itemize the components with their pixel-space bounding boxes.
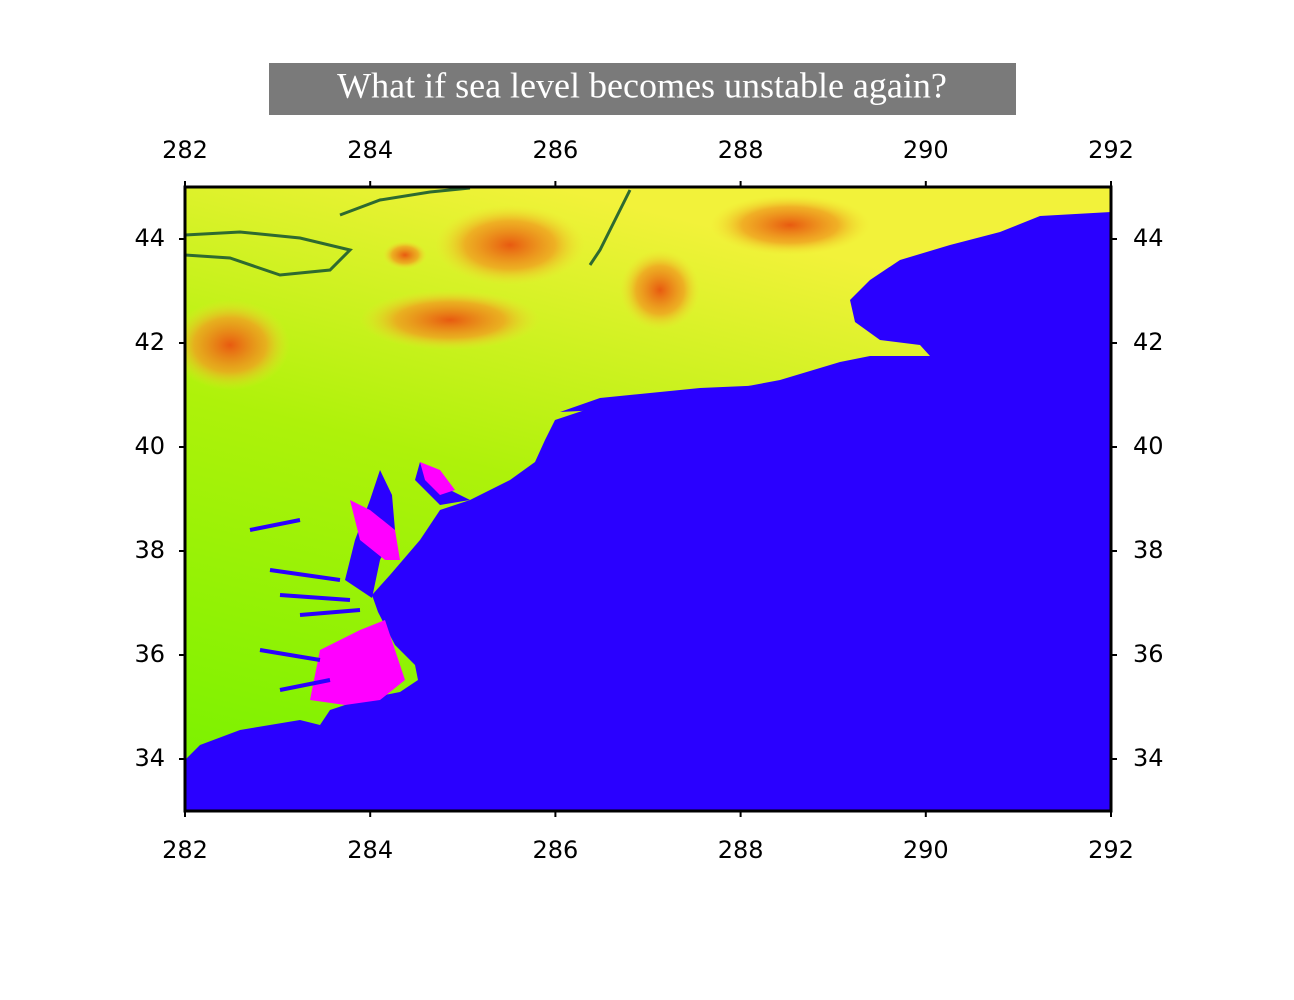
- y-tick-label: 38: [134, 536, 165, 564]
- x-tick-label: 290: [903, 136, 949, 164]
- title-box: [269, 63, 1016, 115]
- x-tick-label: 284: [347, 836, 393, 864]
- highland: [620, 250, 700, 330]
- x-tick-label: 286: [532, 836, 578, 864]
- x-tick-label: 282: [162, 136, 208, 164]
- estuaries: [249, 518, 361, 692]
- highland: [185, 300, 290, 390]
- lake: [339, 187, 471, 217]
- flooded-area: [420, 462, 455, 495]
- y-tick-label: 42: [134, 328, 165, 356]
- bay: [415, 462, 470, 505]
- x-tick-label: 282: [162, 836, 208, 864]
- highland: [360, 290, 540, 350]
- highland: [435, 205, 585, 285]
- x-tick-label: 286: [532, 136, 578, 164]
- highland: [710, 195, 870, 255]
- lake: [185, 230, 353, 277]
- x-tick-label: 284: [347, 136, 393, 164]
- x-tick-label: 290: [903, 836, 949, 864]
- flooded-area: [350, 500, 400, 560]
- y-tick-label: 40: [1133, 432, 1164, 460]
- y-tick-label: 44: [1133, 224, 1164, 252]
- map-image: [185, 187, 1111, 811]
- flooded-area: [310, 620, 405, 705]
- y-tick-label: 40: [134, 432, 165, 460]
- map-title: What if sea level becomes unstable again…: [337, 65, 947, 105]
- y-tick-label: 36: [134, 640, 165, 668]
- x-tick-label: 292: [1088, 836, 1134, 864]
- axes: 282 282 284 284 286 286 288 288 290 290 292 292 34 34…: [134, 136, 1163, 864]
- y-tick-label: 42: [1133, 328, 1164, 356]
- x-tick-label: 292: [1088, 136, 1134, 164]
- y-tick-label: 44: [134, 224, 165, 252]
- sound: [560, 385, 770, 412]
- y-tick-label: 36: [1133, 640, 1164, 668]
- y-tick-label: 34: [134, 744, 165, 772]
- map-frame: [183, 185, 1113, 813]
- highland: [383, 241, 427, 269]
- y-tick-label: 34: [1133, 744, 1164, 772]
- x-tick-label: 288: [718, 136, 764, 164]
- x-tick-label: 288: [718, 836, 764, 864]
- y-tick-label: 38: [1133, 536, 1164, 564]
- river: [588, 189, 632, 266]
